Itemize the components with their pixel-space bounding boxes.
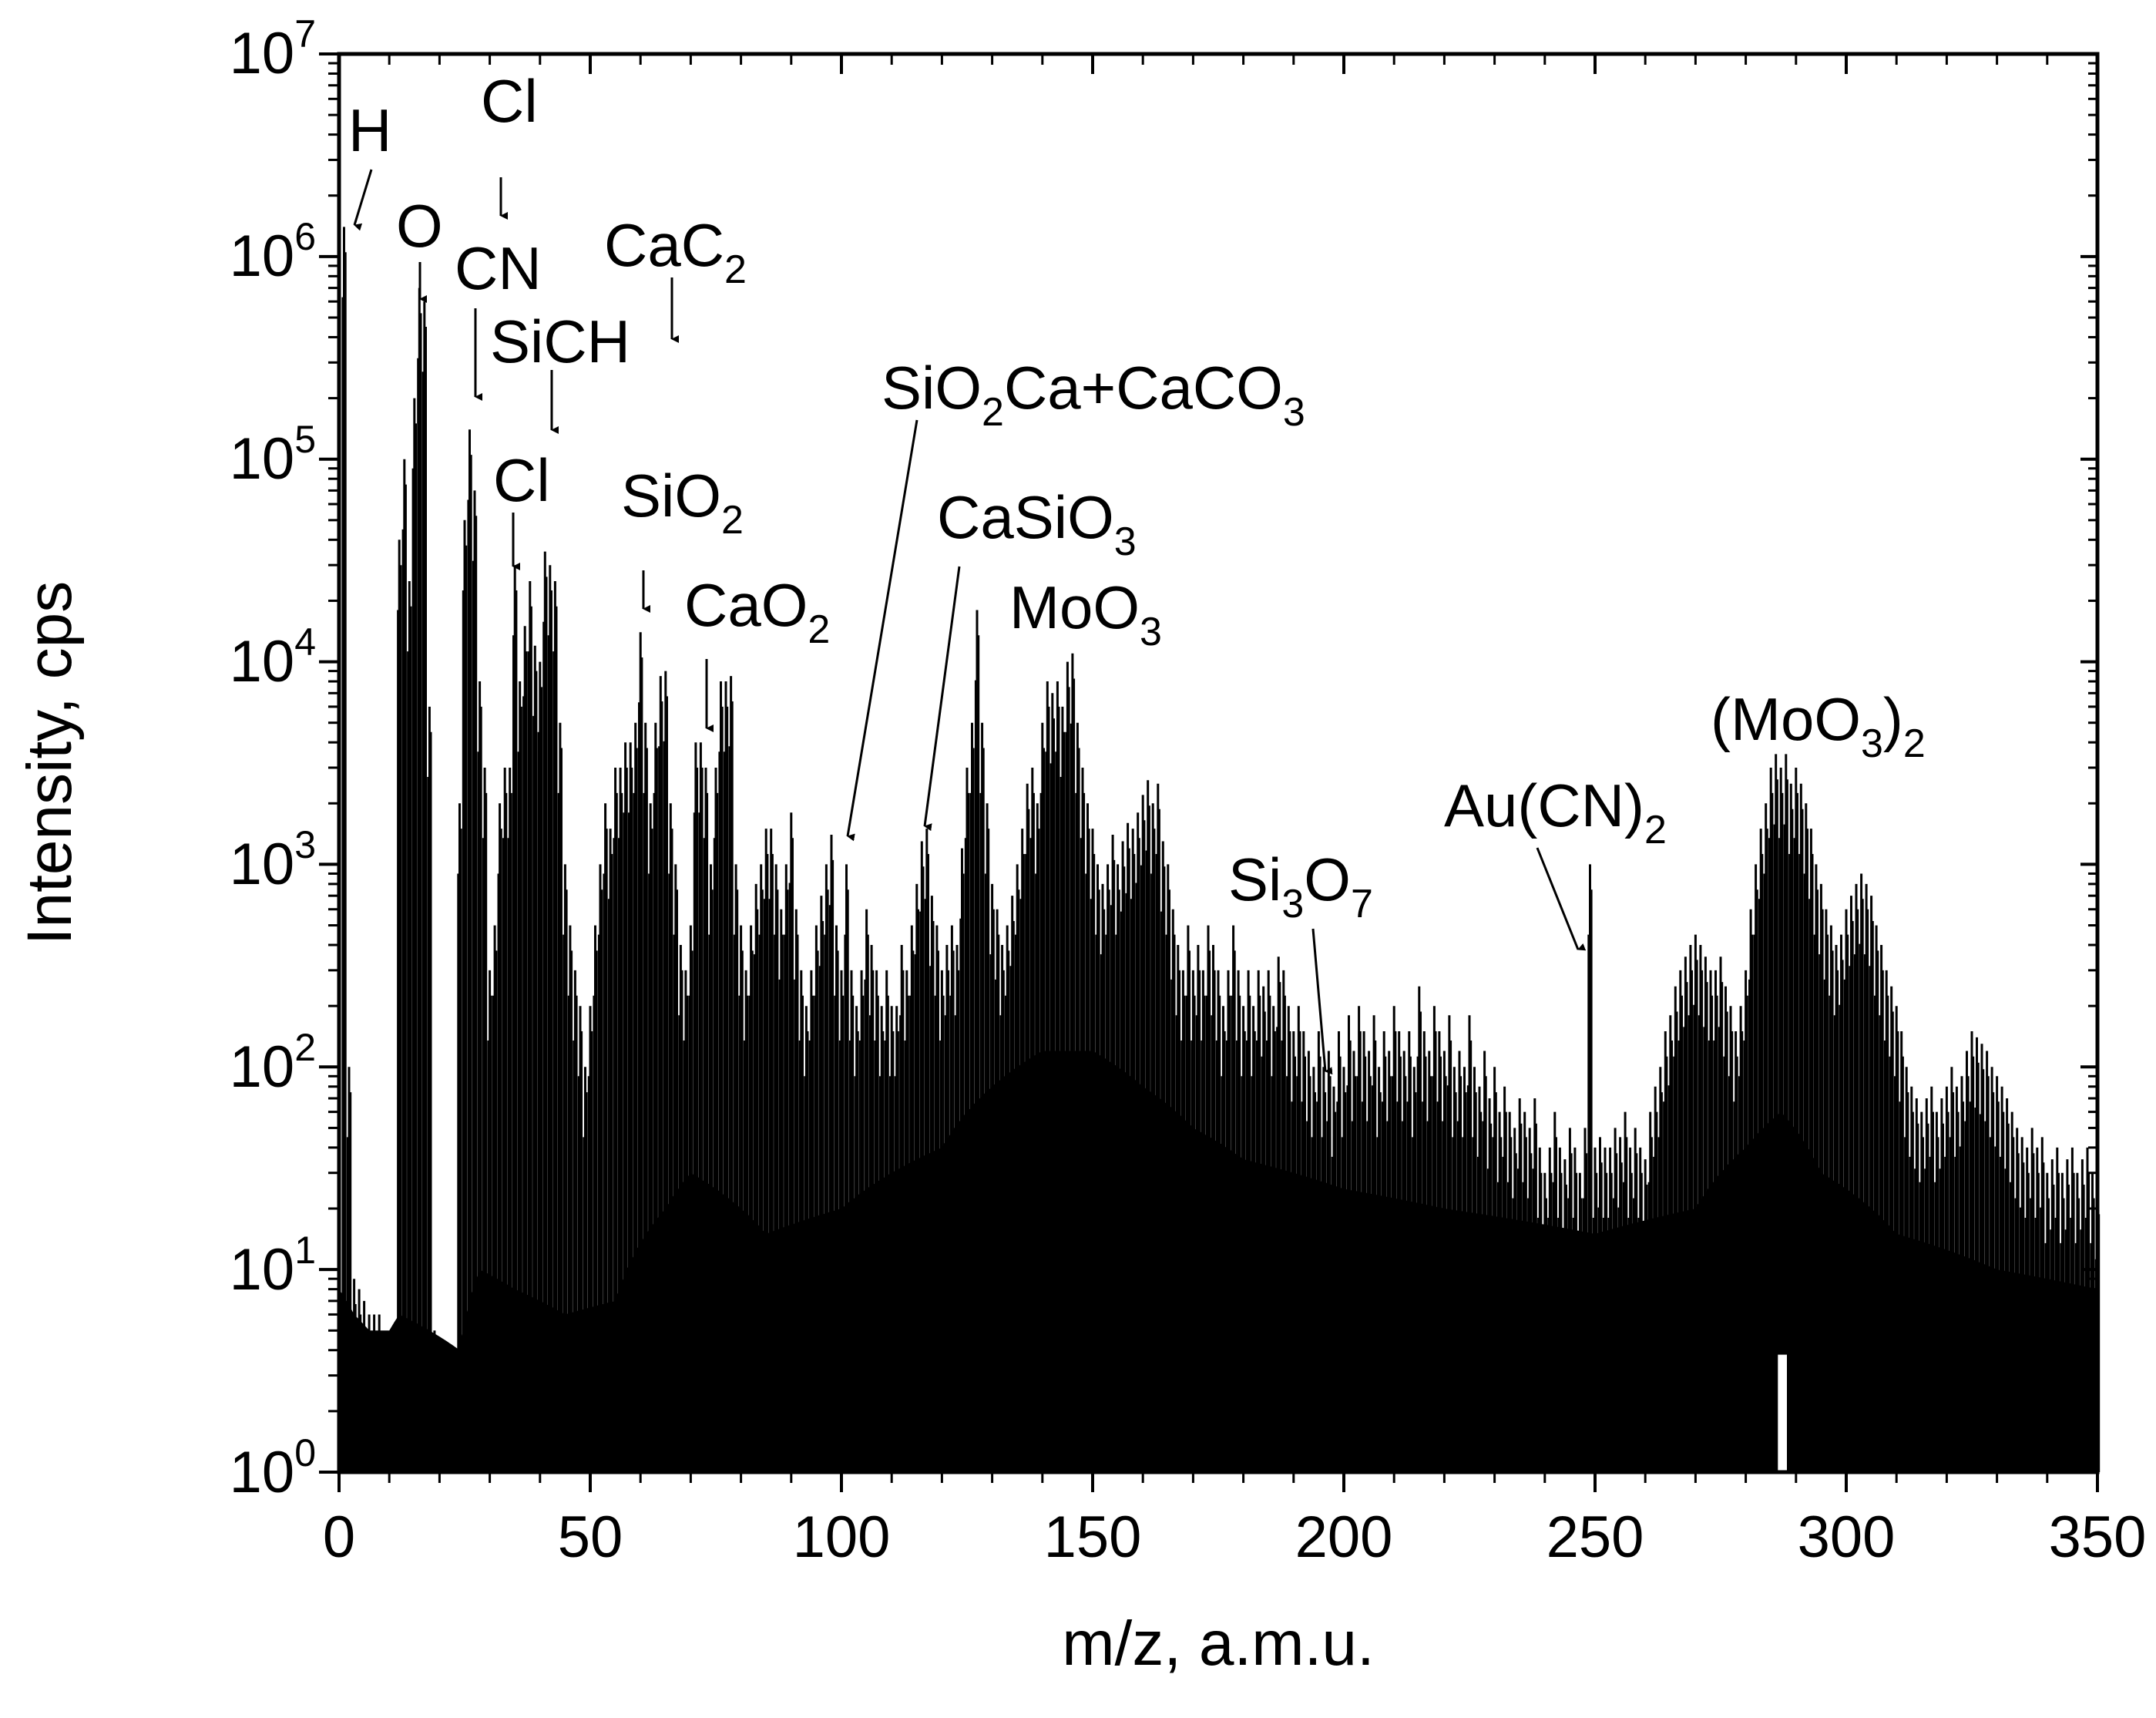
y-tick-label: 104: [230, 620, 316, 694]
y-tick-label: 105: [230, 418, 316, 492]
y-tick-label: 106: [230, 215, 316, 289]
annotation-arrow: [846, 419, 918, 842]
annotation-arrows: [353, 169, 1587, 1075]
x-tick-label: 350: [2049, 1505, 2147, 1570]
x-axis-label: m/z, a.m.u.: [1062, 1609, 1375, 1679]
spectrum-gap: [1778, 1354, 1787, 1472]
x-tick-label: 50: [558, 1505, 623, 1570]
x-tick-label: 0: [323, 1505, 355, 1570]
x-tick-label: 300: [1798, 1505, 1896, 1570]
x-tick-label: 100: [793, 1505, 891, 1570]
peak-annotations: H Cl O CN CaC2 SiCH Cl SiO2 CaO2 SiO2Ca+…: [348, 67, 1926, 926]
annotation-label: SiO2Ca+CaCO3: [882, 354, 1305, 435]
y-tick-label: 103: [230, 823, 316, 897]
annotation-arrow: [923, 566, 961, 832]
annotation-label: CaC2: [604, 211, 747, 292]
annotation-label: Cl: [493, 446, 550, 514]
y-tick-label: 100: [230, 1431, 316, 1505]
annotation-label: H: [348, 96, 391, 164]
y-axis-label: Intensity, cps: [15, 581, 85, 945]
annotation-label: SiO2: [621, 462, 744, 543]
annotation-label: Au(CN)2: [1444, 772, 1667, 852]
annotation-label: (MoO3)2: [1711, 685, 1926, 766]
x-tick-label: 200: [1295, 1505, 1393, 1570]
annotation-label: Si3O7: [1228, 846, 1373, 926]
annotation-label: O: [396, 192, 443, 260]
annotation-label: Cl: [481, 67, 538, 135]
x-tick-label: 250: [1546, 1505, 1644, 1570]
y-tick-label: 102: [230, 1026, 316, 1100]
annotation-label: MoO3: [1009, 573, 1162, 654]
y-tick-labels: 100 101 102 103 104 105 106 107: [230, 12, 316, 1505]
axis-ticks: [319, 52, 2099, 1492]
plot-frame: [337, 52, 2100, 1474]
spectrum-bars: [339, 227, 2101, 1472]
annotation-arrow: [1311, 928, 1333, 1075]
annotation-label: SiCH: [490, 308, 630, 375]
y-tick-label: 101: [230, 1229, 316, 1303]
y-tick-label: 107: [230, 12, 316, 86]
annotation-arrow: [1536, 847, 1587, 951]
annotation-label: CN: [455, 234, 542, 302]
annotation-label: CaSiO3: [937, 483, 1137, 564]
annotation-label: CaO2: [684, 571, 830, 652]
annotation-arrow: [353, 169, 373, 231]
x-tick-labels: 0 50 100 150 200 250 300 350: [323, 1505, 2147, 1570]
x-tick-label: 150: [1044, 1505, 1142, 1570]
